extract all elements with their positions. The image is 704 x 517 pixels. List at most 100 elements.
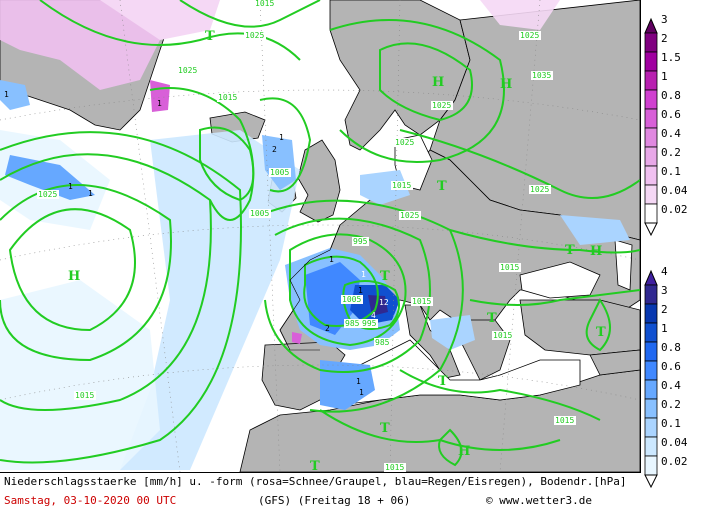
isobar-label: 1025 [395,138,414,147]
rain-scale-label: 0.4 [661,379,681,392]
rain-value-label: 1 [359,388,364,397]
pressure-center-low: T [438,374,448,389]
isobar-label-bg [249,209,271,218]
legend-canvas: 3 2 1.5 1 0.8 0.6 0.4 0.2 0.1 0.04 0.02 4 3 2 1 0.8 0.6 0… [644,13,688,489]
rain-scale-swatch [644,398,658,419]
pressure-center-high: H [68,269,80,284]
isobar-label-bg [74,391,96,400]
rain-scale-swatch [644,322,658,343]
isobar-labels: 1015 1025 1025 1025 1015 1035 1025 1005 1015 1025… [37,0,576,472]
caption-copyright: © www.wetter3.de [486,494,592,507]
isobar-label: 1035 [532,71,551,80]
isobar-label: 1015 [392,181,411,190]
snow-area-alps [292,332,302,344]
isobar-label: 1015 [385,463,404,472]
snow-area-greenland [0,0,160,90]
rain-area-southwest [0,280,160,470]
pressure-center-low: T [487,311,497,326]
snow-area-scandinavia [480,0,560,30]
snow-scale-bottom-arrow [644,222,658,237]
rain-value-label: 4 [371,311,376,320]
isobar-label-bg [492,331,514,340]
isobar-label: 1015 [555,416,574,425]
rain-scale-top-arrow [644,269,658,286]
pressure-center-high: H [458,444,470,459]
rain-value-label: 1 [329,255,334,264]
rain-scale-bottom-arrow [644,474,658,489]
isobar-label-bg [431,101,453,110]
landmass-turkey [519,299,640,356]
rain-area-iceland-sw [0,80,30,110]
rain-scale-swatch [644,303,658,324]
caption-description: Niederschlagsstaerke [mm/h] u. -form (ro… [4,475,627,488]
rain-area-italy [430,315,475,350]
isobar-label-bg [411,297,433,306]
black-sea [519,261,601,299]
rain-value-label: 1 [356,377,361,386]
snow-scale-label: 0.8 [661,89,681,102]
rain-value-label: 1 [361,270,366,279]
isobar-label: 1025 [400,211,419,220]
snow-scale-swatch [644,127,658,148]
rain-value-label: 1 [68,182,73,191]
pressure-center-high: H [500,77,512,92]
caption-date: Samstag, 03-10-2020 00 UTC [4,494,177,507]
caspian-sea [614,239,633,291]
pressure-center-low: T [380,421,390,436]
rain-scale-label: 4 [661,265,668,278]
legend-panel: 3 2 1.5 1 0.8 0.6 0.4 0.2 0.1 0.04 0.02 4 3 2 1 0.8 0.6 0… [641,0,704,513]
isobar-label: 1025 [520,31,539,40]
isobar-label-bg [384,463,406,472]
rain-scale-label: 0.8 [661,341,681,354]
rain-scale-label: 0.1 [661,417,681,430]
caption-bar: Niederschlagsstaerke [mm/h] u. -form (ro… [0,473,640,513]
pressure-center-low: T [310,459,320,472]
caption-model-run: (GFS) (Freitag 18 + 06) [258,494,411,507]
rain-scale-label: 0.02 [661,455,688,468]
snow-scale-swatch [644,51,658,72]
isobar-label-bg [529,185,551,194]
snow-scale-label: 0.6 [661,108,681,121]
coastline [279,224,341,351]
pressure-center-high: H [432,75,444,90]
isobar-label: 1025 [245,31,264,40]
weather-map: 1015 1025 1025 1025 1015 1035 1025 1005 1015 1025… [0,0,641,473]
isobar-label-bg [177,66,199,75]
graticule [0,0,640,472]
rain-scale-label: 3 [661,284,668,297]
isobar-label-bg [519,31,541,40]
landmass-britain [297,139,341,223]
rain-value-label: 1 [4,90,9,99]
isobars [0,0,640,467]
snow-scale-swatch [644,146,658,167]
isobar-label-bg [344,319,361,328]
rain-scale-label: 0.2 [661,398,681,411]
pressure-center-low: T [437,179,447,194]
snow-scale-label: 0.2 [661,146,681,159]
rain-value-label: 12 [379,298,389,307]
isobar-label-bg [394,138,416,147]
pressure-center-low: T [565,243,575,258]
snow-scale-label: 3 [661,13,668,26]
snow-scale-swatch [644,165,658,186]
isobar-label: 1025 [178,66,197,75]
rain-scale-swatch [644,417,658,438]
snow-layer [0,0,560,344]
isobar-label: 1005 [250,209,269,218]
snow-scale-label: 0.04 [661,184,688,197]
snow-scale-label: 0.1 [661,165,681,178]
snow-scale-swatch [644,70,658,91]
isobar-label: 995 [362,319,377,328]
rain-scale-swatch [644,360,658,381]
pressure-center-low: T [205,29,215,44]
isobar-label: 1025 [530,185,549,194]
snow-scale-top-arrow [644,17,658,34]
snow-scale-label: 0.4 [661,127,681,140]
isobar-label-bg [37,190,59,199]
isobar-label-bg [217,93,239,102]
isobar-label: 1015 [412,297,431,306]
isobar-label: 985 [345,319,360,328]
isobar-label-bg [374,338,391,347]
snow-scale-swatch [644,89,658,110]
